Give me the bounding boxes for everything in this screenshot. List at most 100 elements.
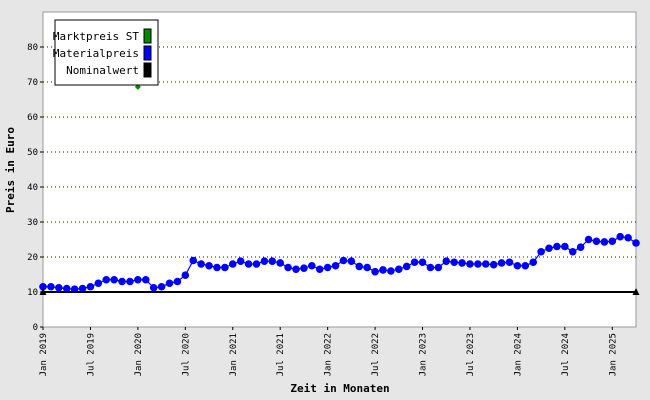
point [489, 260, 498, 269]
point [363, 263, 371, 272]
point [584, 235, 593, 244]
point [252, 260, 261, 268]
point [197, 260, 205, 268]
point [481, 260, 490, 268]
point [141, 275, 150, 284]
point [568, 247, 577, 256]
y-tick-label: 60 [27, 113, 38, 123]
point [339, 256, 348, 265]
point [102, 275, 111, 284]
y-tick-label: 50 [27, 148, 38, 158]
point [47, 282, 55, 291]
x-tick-label: Jan 2022 [324, 333, 334, 376]
x-tick-label: Jul 2023 [466, 333, 476, 376]
point [189, 256, 198, 265]
point [94, 279, 103, 288]
point [86, 282, 95, 291]
point [149, 284, 158, 292]
point [371, 267, 379, 276]
point [323, 263, 332, 272]
point [355, 262, 364, 271]
point [624, 233, 632, 242]
y-tick-label: 30 [27, 218, 38, 228]
y-tick-label: 0 [33, 323, 38, 333]
point [458, 259, 466, 267]
legend-label: Marktpreis ST [53, 30, 139, 43]
point [347, 257, 356, 266]
x-tick-label: Jul 2022 [371, 333, 381, 376]
point [213, 263, 221, 272]
point [276, 259, 285, 267]
x-tick-label: Jan 2025 [608, 333, 618, 376]
point [331, 261, 340, 270]
legend-box [54, 19, 159, 86]
point [205, 261, 213, 270]
point [529, 258, 538, 267]
point [387, 267, 395, 275]
point [126, 277, 134, 286]
y-tick-label: 80 [27, 43, 38, 53]
point [616, 232, 624, 241]
point [466, 260, 474, 268]
point [410, 258, 419, 267]
x-tick-label: Jan 2024 [513, 333, 523, 376]
point [157, 282, 166, 291]
y-axis-label: Preis in Euro [4, 127, 17, 213]
legend-swatch [143, 62, 152, 78]
y-tick-label: 40 [27, 183, 38, 193]
point [521, 261, 530, 270]
point [134, 275, 142, 284]
point [165, 279, 174, 288]
point [292, 265, 300, 274]
point [426, 263, 435, 272]
point [284, 263, 292, 272]
point [110, 275, 118, 284]
point [118, 277, 126, 286]
series-line [43, 236, 637, 290]
point [576, 243, 585, 251]
point [561, 242, 569, 251]
point [402, 262, 411, 271]
point [600, 238, 609, 246]
point [379, 266, 387, 274]
x-tick-label: Jul 2024 [561, 333, 571, 376]
point [632, 239, 640, 247]
y-tick-label: 20 [27, 253, 38, 263]
point [228, 260, 237, 268]
point [181, 271, 190, 280]
legend-label: Materialpreis [53, 47, 139, 60]
point [244, 260, 253, 268]
point [62, 284, 71, 293]
point [78, 284, 87, 293]
point [236, 257, 245, 266]
point [308, 261, 316, 270]
point [450, 258, 458, 267]
point [268, 257, 277, 266]
x-tick-label: Jan 2021 [229, 333, 239, 376]
point [474, 260, 482, 268]
point [173, 277, 182, 286]
point [315, 265, 324, 274]
point [418, 258, 427, 267]
y-tick-label: 10 [27, 288, 38, 298]
x-tick-label: Jul 2021 [276, 333, 286, 376]
legend-swatch [143, 28, 152, 44]
point [608, 237, 617, 246]
point [300, 264, 308, 273]
point [537, 247, 545, 256]
x-axis-label: Zeit in Monaten [290, 382, 389, 395]
x-tick-label: Jul 2019 [86, 333, 96, 376]
point [553, 242, 561, 251]
x-tick-label: Jan 2023 [419, 333, 429, 376]
point [260, 257, 269, 266]
point [39, 288, 47, 295]
x-tick-label: Jan 2019 [39, 333, 49, 376]
point [497, 259, 506, 267]
legend-swatch [143, 45, 152, 61]
legend-label: Nominalwert [66, 64, 139, 77]
point [55, 284, 63, 292]
point [592, 237, 601, 246]
point [513, 261, 522, 270]
x-tick-label: Jan 2020 [134, 333, 144, 376]
